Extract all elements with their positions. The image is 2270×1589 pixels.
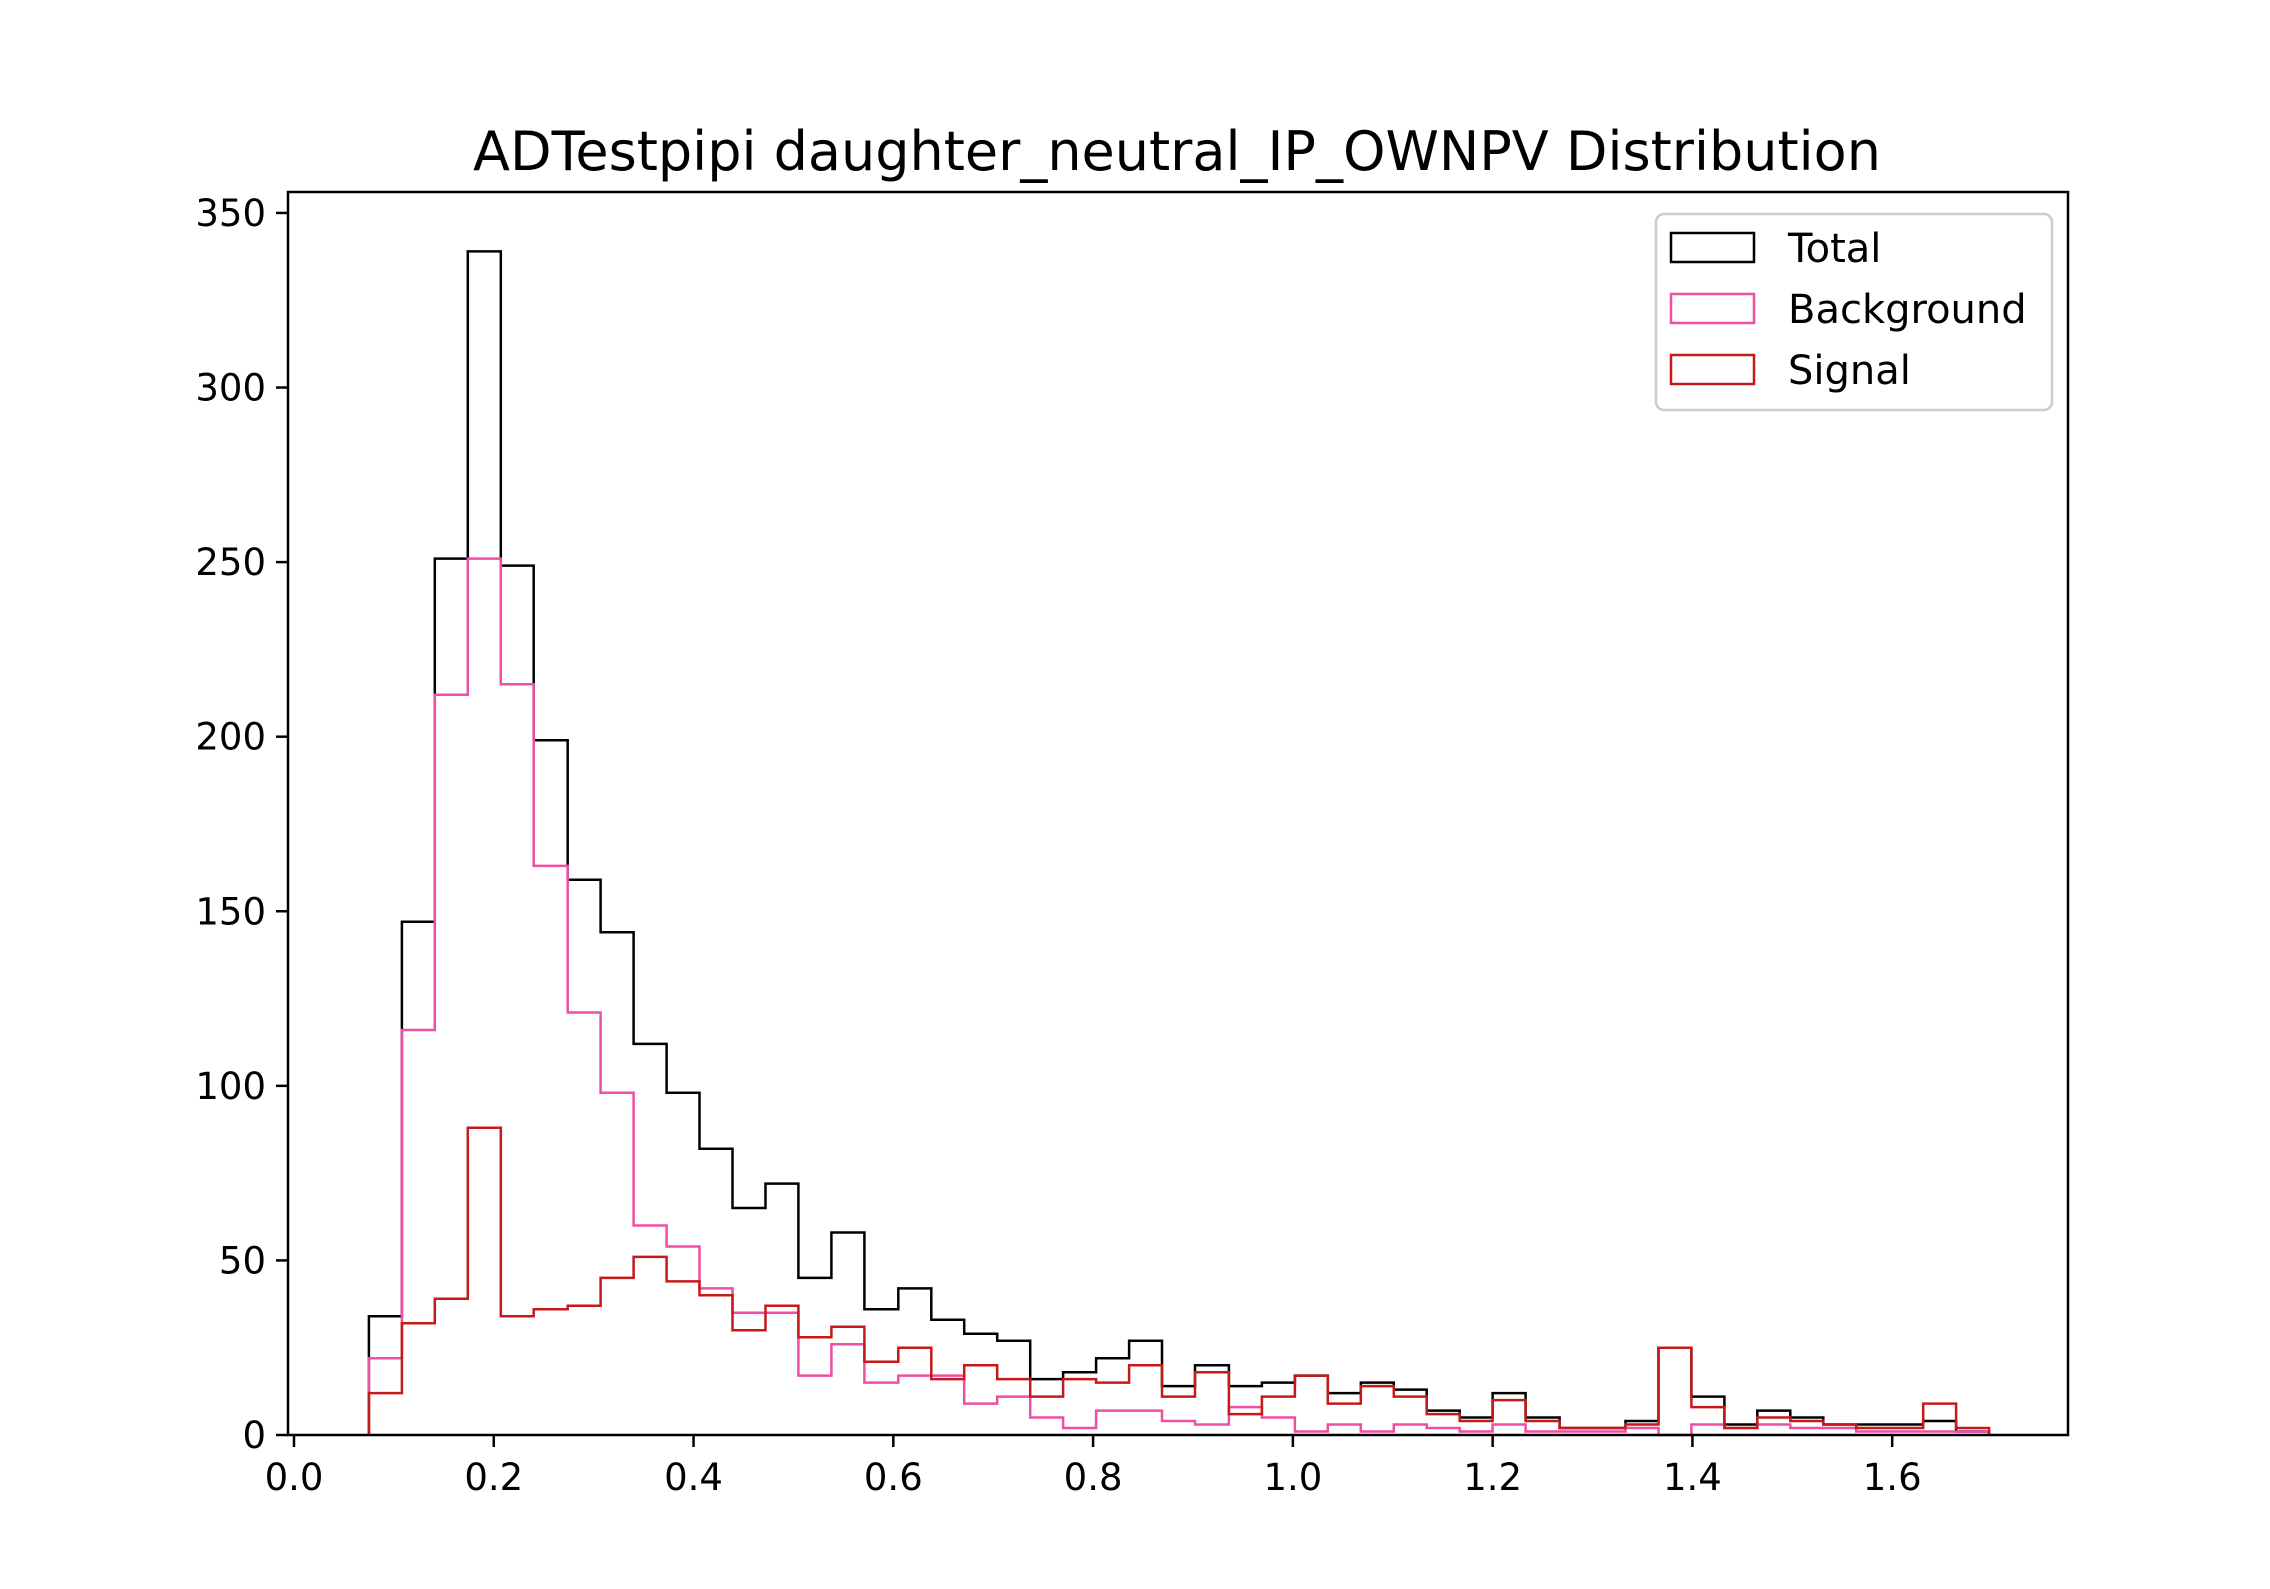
y-tick-label: 0 xyxy=(242,1414,266,1457)
x-tick-label: 0.0 xyxy=(265,1456,324,1499)
legend: Total Background Signal xyxy=(1654,212,2054,412)
legend-swatch-total xyxy=(1669,231,1756,264)
y-tick-label: 150 xyxy=(195,890,266,933)
legend-swatch-background xyxy=(1669,292,1756,325)
y-tick-label: 300 xyxy=(195,367,266,410)
x-tick-label: 0.8 xyxy=(1064,1456,1123,1499)
plot-frame xyxy=(286,190,2070,1437)
x-tick-label: 0.2 xyxy=(464,1456,523,1499)
x-tick-label: 0.6 xyxy=(864,1456,923,1499)
x-axis: 0.0 0.2 0.4 0.6 0.8 1.0 1.2 1.4 1.6 xyxy=(265,1435,1922,1499)
y-tick-label: 250 xyxy=(195,541,266,584)
legend-label-background: Background xyxy=(1788,287,2027,333)
x-tick-label: 1.2 xyxy=(1463,1456,1522,1499)
x-tick-label: 0.4 xyxy=(664,1456,723,1499)
legend-swatch-signal xyxy=(1669,353,1756,386)
series-step-signal xyxy=(367,1126,1991,1435)
series-step-total xyxy=(367,250,1991,1435)
chart-title: ADTestpipi daughter_neutral_IP_OWNPV Dis… xyxy=(473,120,1881,183)
x-tick-label: 1.6 xyxy=(1863,1456,1922,1499)
legend-label-signal: Signal xyxy=(1788,348,1911,394)
x-tick-label: 1.0 xyxy=(1263,1456,1322,1499)
y-tick-label: 350 xyxy=(195,192,266,235)
y-tick-label: 200 xyxy=(195,716,266,759)
y-tick-label: 100 xyxy=(195,1065,266,1108)
x-tick-label: 1.4 xyxy=(1663,1456,1722,1499)
y-tick-label: 50 xyxy=(219,1239,266,1282)
histogram-steps xyxy=(367,250,1991,1437)
series-step-background xyxy=(367,557,1991,1437)
y-axis: 0 50 100 150 200 250 300 350 xyxy=(195,192,288,1457)
legend-label-total: Total xyxy=(1787,226,1881,272)
